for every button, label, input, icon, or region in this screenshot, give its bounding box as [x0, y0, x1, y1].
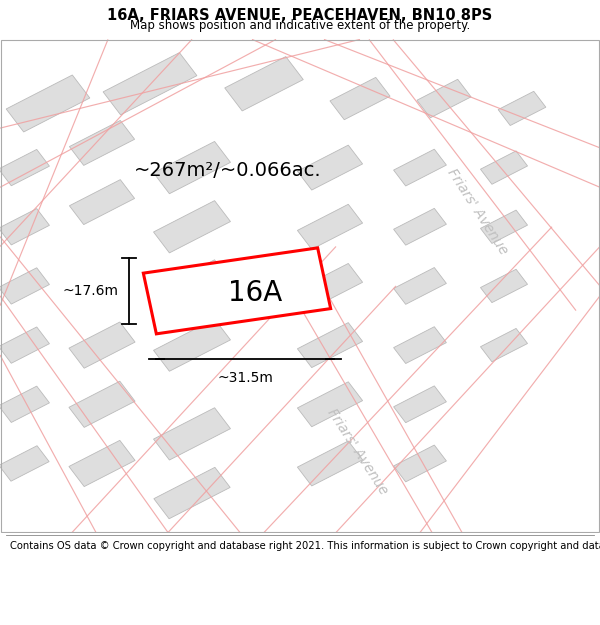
Text: ~17.6m: ~17.6m — [62, 284, 118, 298]
Polygon shape — [417, 79, 471, 118]
Polygon shape — [154, 201, 230, 253]
Polygon shape — [0, 209, 49, 245]
Polygon shape — [330, 78, 390, 120]
Polygon shape — [481, 269, 527, 302]
Polygon shape — [154, 468, 230, 519]
Polygon shape — [154, 260, 230, 312]
Polygon shape — [394, 268, 446, 304]
Polygon shape — [481, 151, 527, 184]
Polygon shape — [481, 210, 527, 243]
Polygon shape — [394, 386, 446, 423]
Text: Map shows position and indicative extent of the property.: Map shows position and indicative extent… — [130, 19, 470, 31]
Polygon shape — [6, 75, 90, 132]
Polygon shape — [154, 141, 230, 194]
Polygon shape — [0, 386, 49, 423]
Text: Friars' Avenue: Friars' Avenue — [324, 406, 390, 497]
Polygon shape — [154, 408, 230, 460]
Polygon shape — [298, 441, 362, 486]
Polygon shape — [154, 319, 230, 371]
Polygon shape — [70, 179, 134, 224]
Polygon shape — [0, 268, 49, 304]
Polygon shape — [498, 91, 546, 126]
Polygon shape — [298, 204, 362, 249]
Polygon shape — [394, 445, 446, 482]
Text: 16A: 16A — [228, 279, 282, 308]
Polygon shape — [298, 264, 362, 308]
Polygon shape — [69, 322, 135, 368]
Text: ~267m²/~0.066ac.: ~267m²/~0.066ac. — [134, 161, 322, 179]
Text: Friars' Avenue: Friars' Avenue — [444, 166, 510, 258]
Polygon shape — [225, 57, 303, 111]
Polygon shape — [481, 329, 527, 362]
Polygon shape — [298, 322, 362, 368]
Polygon shape — [103, 52, 197, 115]
Polygon shape — [0, 327, 49, 363]
Polygon shape — [394, 208, 446, 245]
Polygon shape — [394, 149, 446, 186]
Polygon shape — [0, 149, 49, 186]
Text: 16A, FRIARS AVENUE, PEACEHAVEN, BN10 8PS: 16A, FRIARS AVENUE, PEACEHAVEN, BN10 8PS — [107, 8, 493, 23]
Polygon shape — [394, 327, 446, 364]
Text: ~31.5m: ~31.5m — [217, 371, 273, 385]
Polygon shape — [298, 145, 362, 190]
Polygon shape — [298, 382, 362, 427]
Polygon shape — [69, 381, 135, 428]
Polygon shape — [70, 121, 134, 166]
Text: Contains OS data © Crown copyright and database right 2021. This information is : Contains OS data © Crown copyright and d… — [10, 541, 600, 551]
Polygon shape — [143, 248, 331, 334]
Polygon shape — [69, 441, 135, 487]
Polygon shape — [0, 446, 49, 481]
